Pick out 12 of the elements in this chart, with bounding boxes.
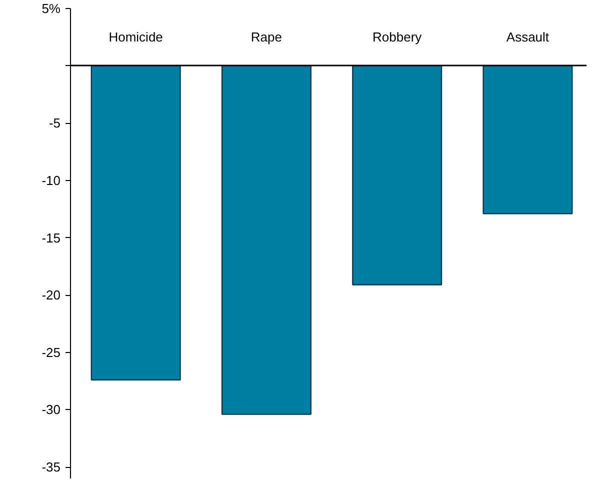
- x-tick-label: Homicide: [108, 30, 163, 45]
- y-tick-label: -10: [42, 172, 61, 188]
- y-tick-label: -30: [42, 402, 61, 418]
- y-tick-label: -5: [48, 116, 61, 131]
- y-tick-label: -35: [42, 460, 61, 475]
- x-tick-label: Assault: [506, 30, 550, 45]
- y-tick-label: -15: [42, 230, 61, 246]
- x-tick-label: Robbery: [372, 30, 422, 45]
- x-tick-label: Rape: [250, 30, 282, 45]
- y-tick-label: 5%: [42, 1, 61, 16]
- y-tick-label: -25: [42, 344, 61, 360]
- y-tick-label: -20: [42, 288, 61, 303]
